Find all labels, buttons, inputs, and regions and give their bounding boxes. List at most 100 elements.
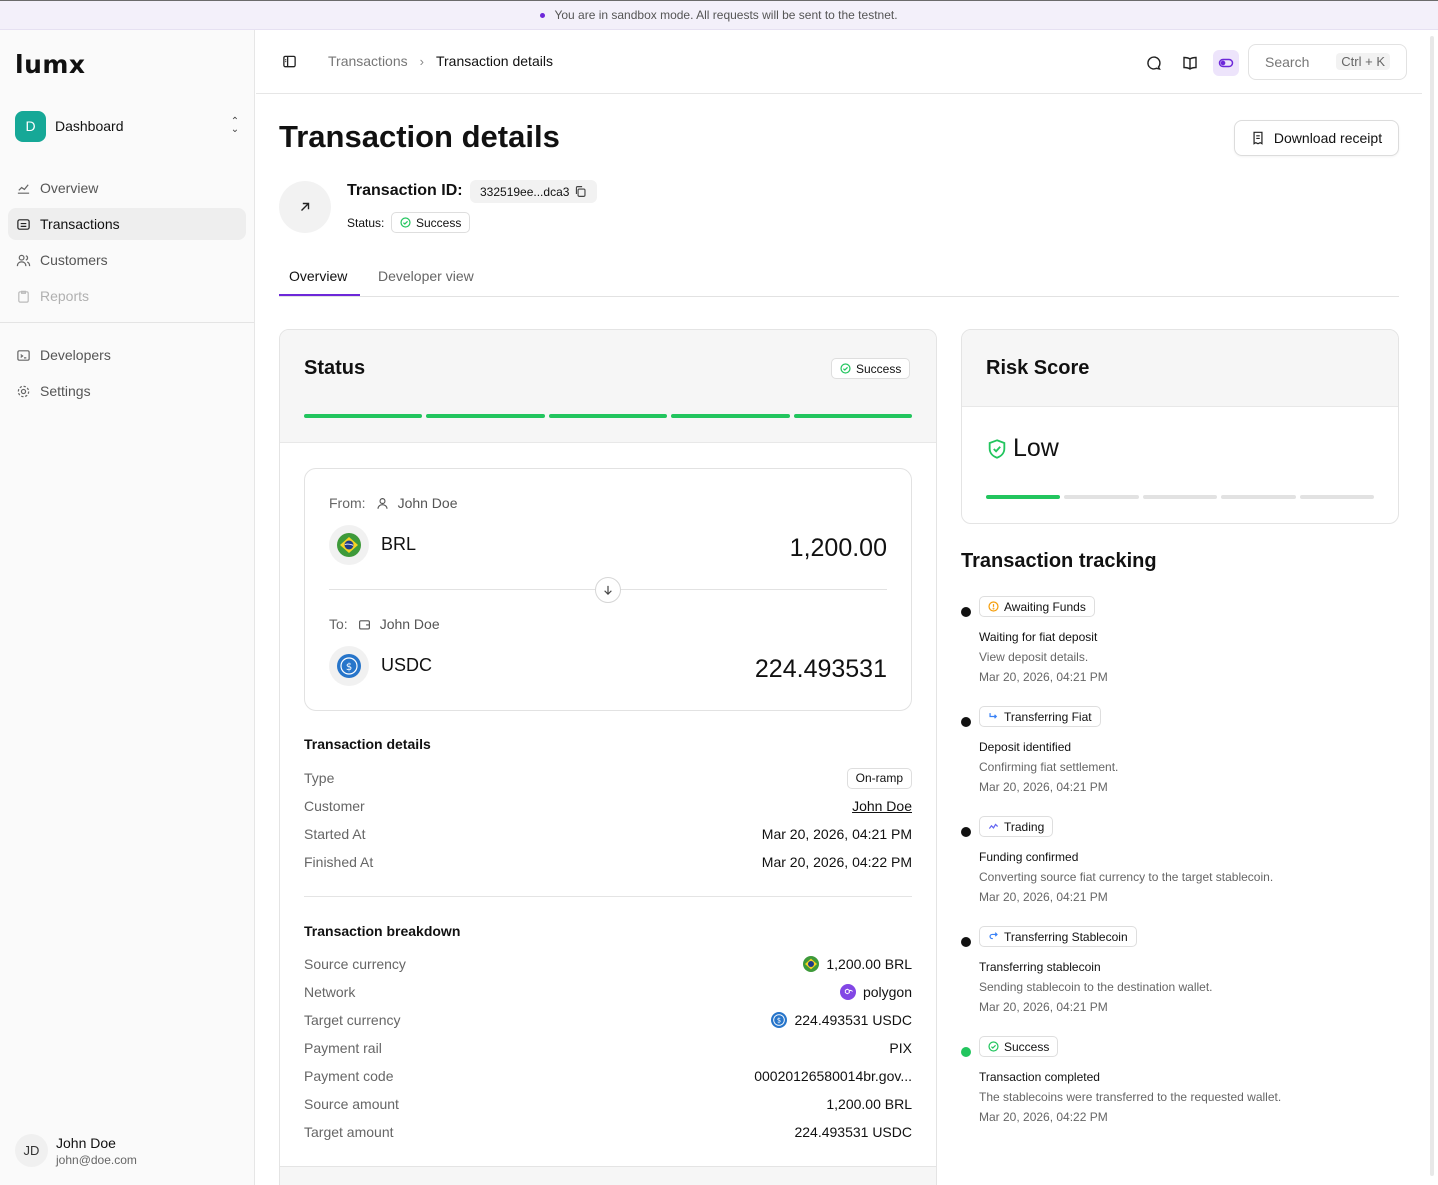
user-name: John Doe (56, 1134, 116, 1151)
breakdown-row-source-currency: Source currency 1,200.00 BRL (304, 954, 912, 974)
breakdown-value: PIX (889, 1040, 912, 1056)
breakdown-row-payment-rail: Payment rail PIX (304, 1038, 912, 1058)
org-switcher[interactable]: D Dashboard ⌃ ⌄ (15, 110, 245, 142)
usdc-icon: $ (329, 646, 369, 686)
progress-segment (304, 414, 423, 418)
download-receipt-button[interactable]: Download receipt (1234, 120, 1399, 156)
breakdown-row-network: Network polygon (304, 982, 912, 1002)
tab-developer-view[interactable]: Developer view (378, 268, 474, 284)
to-label: To: (329, 616, 348, 632)
clipboard-icon (18, 290, 29, 303)
from-label: From: (329, 495, 366, 511)
user-email: john@doe.com (56, 1152, 137, 1167)
to-row: To: John Doe (329, 616, 440, 632)
breakdown-value: polygon (839, 984, 912, 1000)
transactions-icon (17, 218, 30, 230)
timeline-dot (961, 717, 971, 727)
tracking-item-time: Mar 20, 2026, 04:21 PM (979, 1000, 1108, 1014)
arrow-turn-icon (989, 713, 998, 719)
progress-segment (426, 414, 545, 418)
tracking-item-time: Mar 20, 2026, 04:21 PM (979, 890, 1108, 904)
tracking-item-desc: Sending stablecoin to the destination wa… (979, 980, 1213, 994)
docs-button[interactable] (1177, 50, 1203, 76)
sidebar-item-customers[interactable]: Customers (8, 244, 246, 276)
sandbox-toggle-button[interactable] (1213, 50, 1239, 76)
section-divider (304, 896, 912, 897)
tracking-item-desc[interactable]: View deposit details. (979, 650, 1089, 664)
breakdown-value: 1,200.00 BRL (826, 1096, 912, 1112)
detail-value: Mar 20, 2026, 04:21 PM (761, 826, 912, 842)
check-circle-icon (840, 363, 851, 374)
chevron-up-down-icon: ⌃ ⌄ (230, 116, 240, 135)
support-button[interactable] (1141, 50, 1167, 76)
status-label: Status: (347, 216, 385, 230)
breadcrumb-transactions[interactable]: Transactions (328, 53, 408, 69)
tracking-badge: Trading (979, 816, 1054, 837)
book-open-icon (1183, 56, 1197, 70)
sidebar-item-label: Developers (40, 347, 111, 363)
customer-link[interactable]: John Doe (852, 798, 912, 814)
sidebar-toggle-icon[interactable] (282, 54, 297, 69)
tracking-title: Transaction tracking (961, 550, 1157, 572)
breakdown-key: Source currency (304, 956, 406, 972)
scrollbar[interactable] (1430, 36, 1434, 1176)
search-input[interactable]: Search Ctrl + K (1248, 44, 1407, 80)
detail-key: Started At (304, 826, 366, 842)
check-circle-icon (400, 217, 411, 228)
sidebar-item-transactions[interactable]: Transactions (8, 208, 246, 240)
tabs: Overview Developer view (279, 264, 1399, 297)
from-amount: 1,200.00 (789, 534, 887, 562)
tracking-item-title: Transferring stablecoin (979, 960, 1101, 974)
brazil-flag-icon (803, 956, 820, 972)
status-card-title: Status (304, 357, 366, 379)
detail-key: Type (304, 770, 335, 786)
sidebar-item-label: Reports (40, 288, 90, 304)
transaction-id-label: Transaction ID: (347, 182, 463, 199)
transaction-details-title: Transaction details (304, 736, 431, 752)
chart-line-icon (17, 183, 30, 194)
transaction-breakdown-title: Transaction breakdown (304, 923, 461, 939)
tracking-item-time: Mar 20, 2026, 04:21 PM (979, 780, 1108, 794)
sandbox-banner: You are in sandbox mode. All requests wi… (0, 0, 1438, 30)
tracking-badge-label: Trading (1004, 819, 1045, 834)
page-title: Transaction details (279, 119, 560, 154)
progress-segment (671, 414, 790, 418)
transaction-id-copy[interactable]: 332519ee...dca3 (470, 180, 598, 203)
sidebar-item-reports[interactable]: Reports (8, 280, 246, 312)
risk-level-label: Low (1013, 434, 1059, 462)
detail-value: Mar 20, 2026, 04:22 PM (761, 854, 912, 870)
tracking-item-desc: Confirming fiat settlement. (979, 760, 1119, 774)
breakdown-row-target-amount: Target amount 224.493531 USDC (304, 1122, 912, 1142)
transaction-type-icon (279, 181, 331, 233)
tracking-item-desc: The stablecoins were transferred to the … (979, 1090, 1282, 1104)
tab-overview[interactable]: Overview (289, 268, 348, 284)
to-currency-row: $ USDC 224.493531 (329, 646, 887, 686)
detail-row-customer: Customer John Doe (304, 796, 912, 816)
breakdown-value-text: 224.493531 USDC (794, 1012, 912, 1028)
user-menu[interactable]: JD John Doe john@doe.com (15, 1134, 137, 1167)
sandbox-dot-icon (540, 12, 546, 18)
risk-segment (1299, 495, 1375, 499)
from-currency-row: BRL 1,200.00 (329, 525, 887, 565)
svg-text:$: $ (346, 662, 352, 673)
breakdown-key: Source amount (304, 1096, 399, 1112)
breakdown-value: 00020126580014br.gov... (754, 1068, 912, 1084)
download-receipt-label: Download receipt (1273, 130, 1383, 146)
sandbox-text: You are in sandbox mode. All requests wi… (554, 8, 898, 22)
chevron-right-icon: › (419, 53, 424, 69)
breakdown-key: Payment rail (304, 1040, 382, 1056)
risk-segment (1142, 495, 1218, 499)
status-badge-label: Success (416, 215, 462, 230)
org-avatar: D (15, 110, 46, 142)
sidebar-item-label: Transactions (40, 216, 120, 232)
user-icon (377, 497, 388, 509)
risk-segment (1221, 495, 1296, 499)
polygon-icon (839, 984, 856, 1000)
sidebar-divider (0, 322, 254, 323)
sidebar-nav-main: Overview Transactions Customers Reports (8, 172, 246, 316)
sidebar-item-settings[interactable]: Settings (8, 375, 246, 407)
sidebar-item-overview[interactable]: Overview (8, 172, 246, 204)
arrow-up-right-icon (301, 202, 310, 211)
breakdown-row-target-currency: Target currency $ 224.493531 USDC (304, 1010, 912, 1030)
sidebar-item-developers[interactable]: Developers (8, 339, 246, 371)
